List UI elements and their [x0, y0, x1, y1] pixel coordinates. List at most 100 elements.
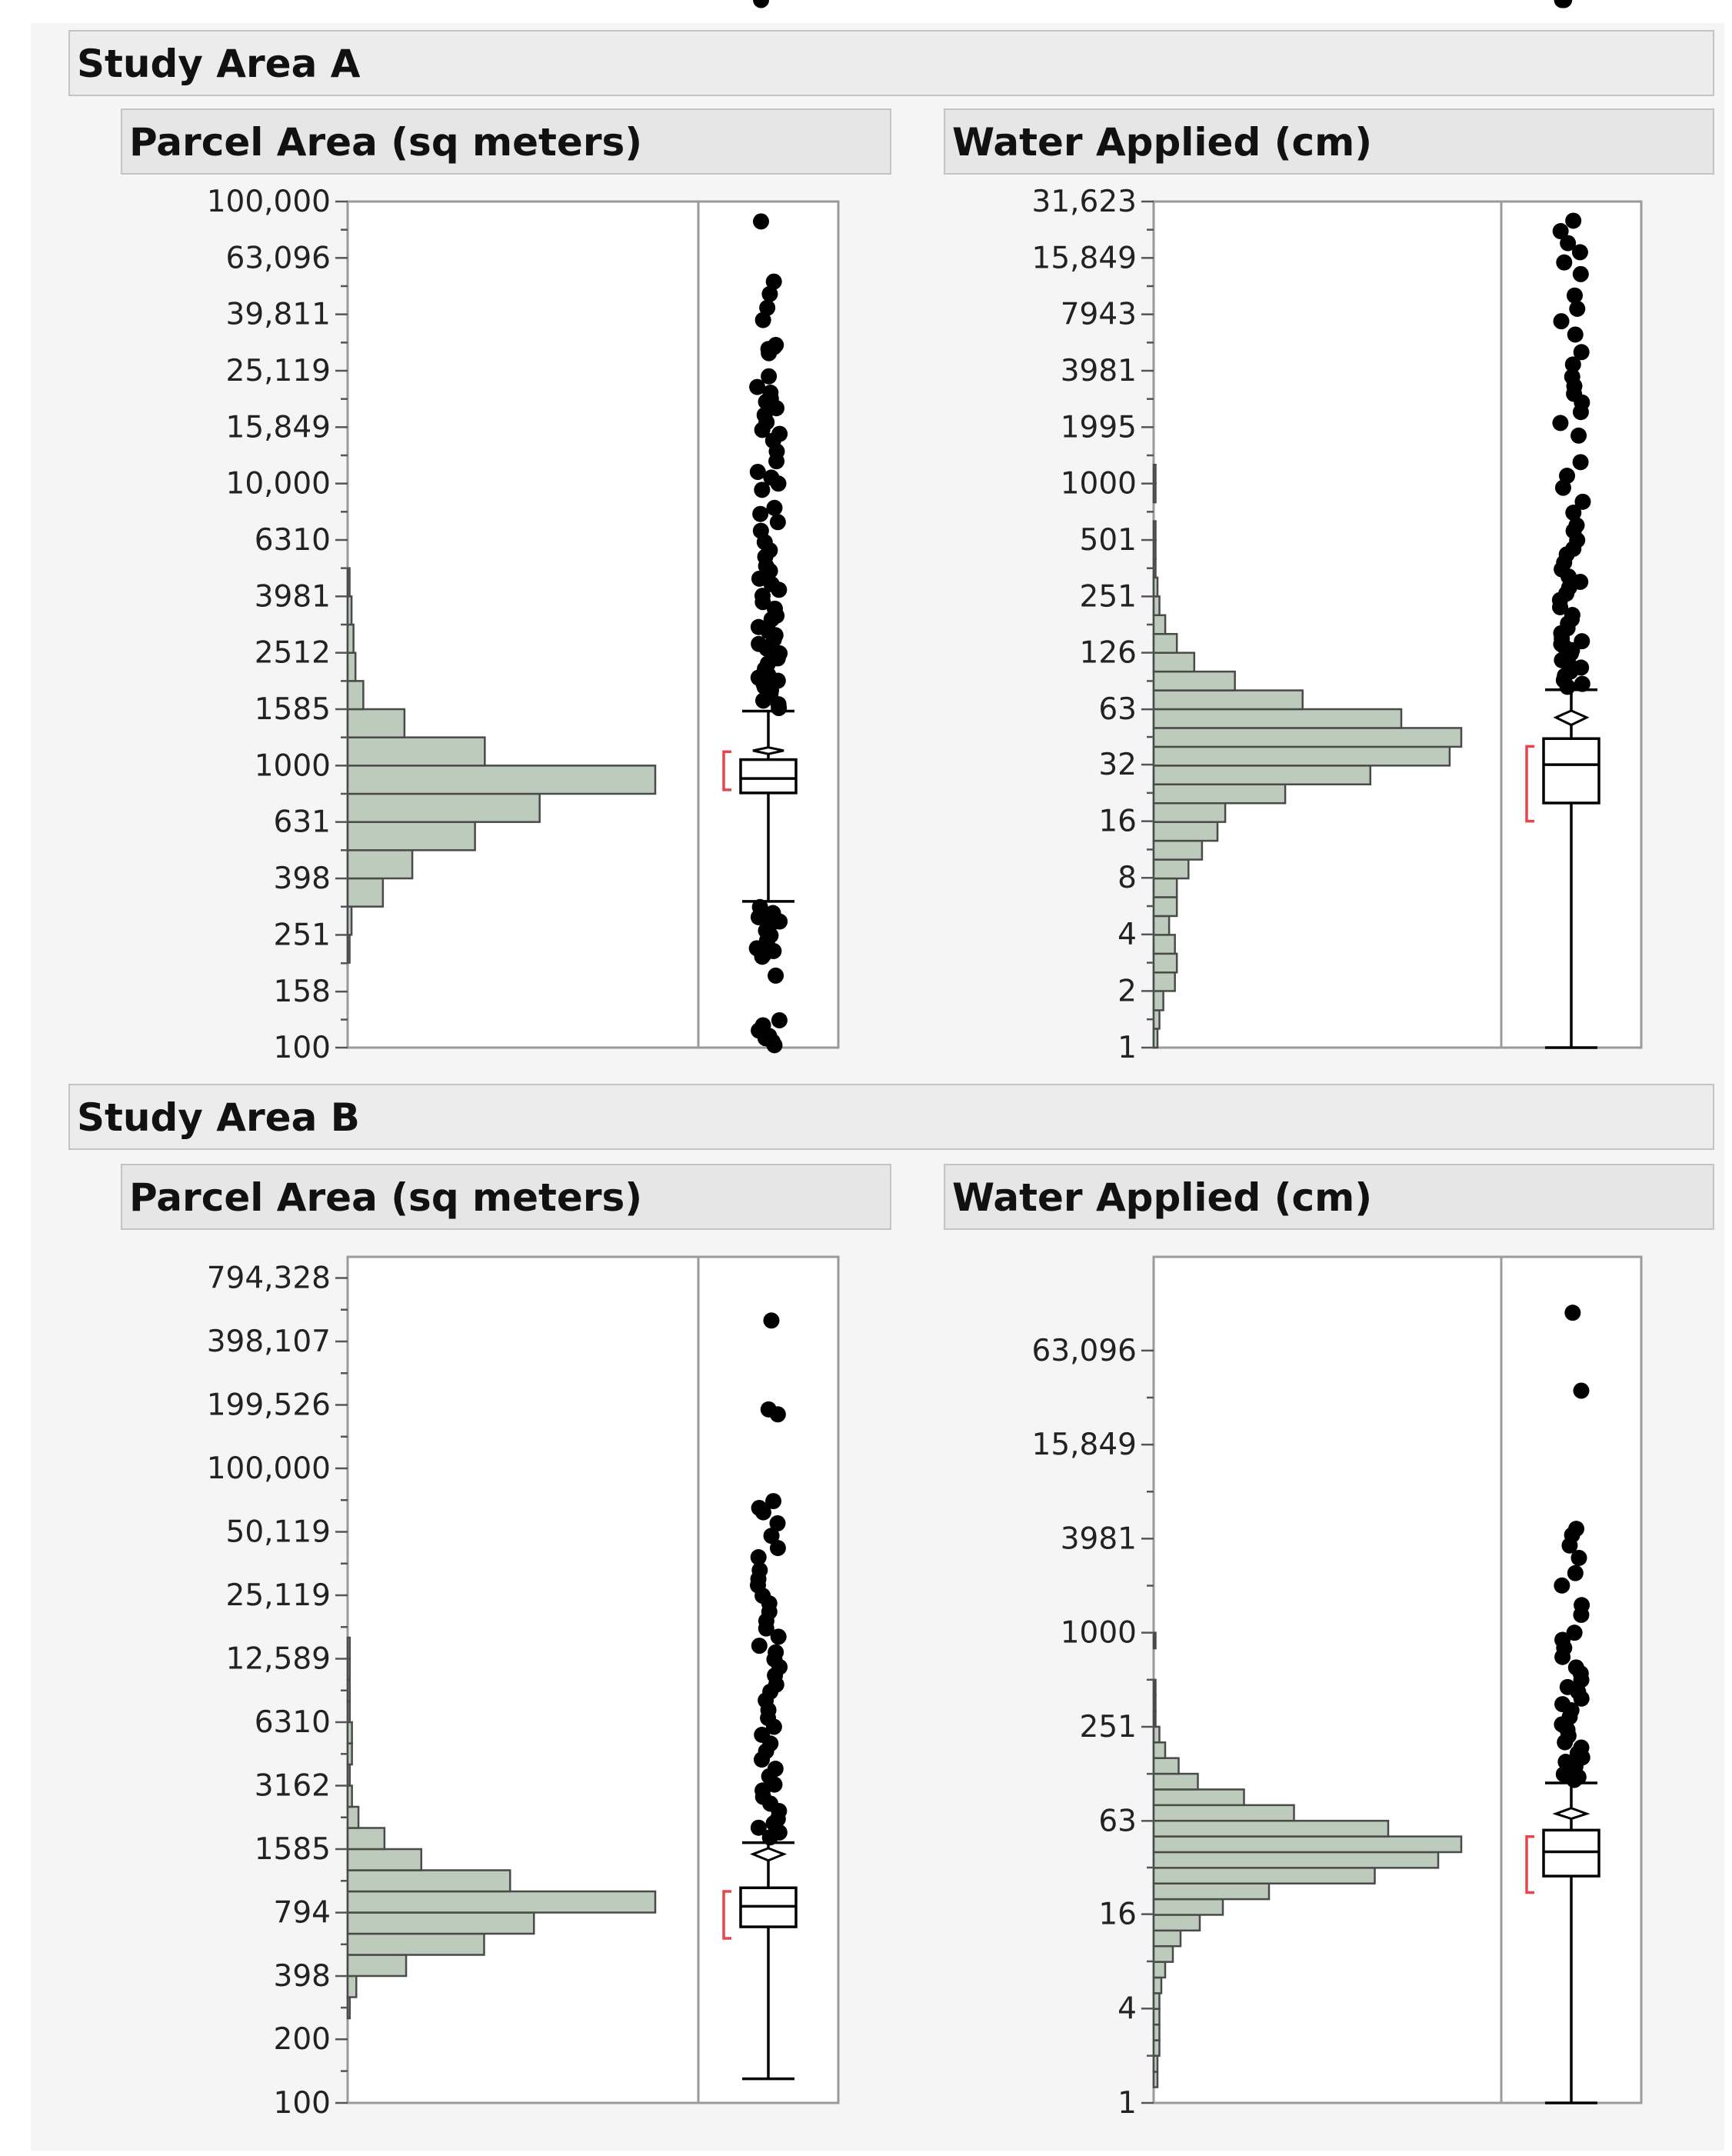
outlier-point[interactable] [754, 594, 771, 611]
outlier-point[interactable] [763, 1528, 780, 1545]
outlier-point[interactable] [768, 967, 784, 984]
outlier-point[interactable] [771, 699, 788, 716]
outlier-point[interactable] [754, 312, 771, 328]
outlier-point[interactable] [754, 948, 771, 965]
outlier-point[interactable] [750, 1819, 767, 1836]
outlier-point[interactable] [771, 1011, 788, 1028]
outlier-point[interactable] [768, 400, 784, 417]
outlier-point[interactable] [1557, 1734, 1574, 1751]
outlier-point[interactable] [769, 1515, 786, 1531]
distribution-chart: Parcel Area (sq meters) 100,000 63,096 39,8… [121, 108, 891, 1065]
outlier-point[interactable] [1552, 598, 1569, 615]
outlier-point[interactable] [765, 1718, 782, 1735]
outlier-point[interactable] [1573, 1690, 1590, 1707]
outlier-point[interactable] [1564, 1305, 1581, 1321]
outlier-point[interactable] [765, 1493, 782, 1510]
tick-label: 794 [274, 1896, 331, 1931]
outlier-point[interactable] [769, 1406, 786, 1423]
outlier-point[interactable] [1569, 300, 1586, 317]
outlier-point[interactable] [1566, 1771, 1583, 1788]
outlier-point[interactable] [754, 482, 771, 498]
outlier-point[interactable] [1556, 254, 1573, 271]
outlier-point[interactable] [765, 273, 782, 290]
variable-header[interactable] [121, 1164, 891, 1230]
outlier-point[interactable] [768, 453, 785, 470]
outlier-point[interactable] [1565, 505, 1582, 522]
outlier-point[interactable] [769, 514, 786, 531]
box-iqr [739, 758, 798, 795]
histogram-bar [1152, 2008, 1161, 2026]
outlier-point[interactable] [758, 640, 775, 657]
outlier-point[interactable] [1572, 454, 1589, 471]
outlier-point[interactable] [770, 1628, 787, 1645]
histogram-bar [1152, 801, 1227, 823]
tick-label: 1000 [1061, 467, 1137, 502]
outlier-point[interactable] [1565, 212, 1582, 229]
outlier-point[interactable] [1572, 404, 1589, 421]
outlier-point[interactable] [752, 505, 769, 522]
study-area-header[interactable] [68, 1084, 1714, 1150]
histogram-bar [346, 934, 351, 964]
outlier-point[interactable] [761, 1829, 778, 1846]
tick-label: 158 [274, 975, 331, 1009]
outlier-point[interactable] [761, 368, 778, 385]
outlier-point[interactable] [1566, 1624, 1583, 1641]
tick-label: 1000 [1061, 1616, 1137, 1651]
outlier-point[interactable] [771, 581, 788, 598]
outlier-point[interactable] [766, 499, 783, 516]
outlier-point[interactable] [1566, 287, 1583, 304]
variable-header[interactable] [944, 108, 1714, 175]
outlier-point[interactable] [1567, 326, 1584, 343]
outlier-point[interactable] [769, 1540, 786, 1557]
outlier-point[interactable] [1552, 223, 1569, 240]
distribution-chart: Parcel Area (sq meters) 794,328 398,107 199… [121, 0, 891, 2121]
outlier-point[interactable] [1574, 675, 1590, 692]
tick-label: 16 [1098, 805, 1137, 839]
outlier-point[interactable] [758, 1620, 774, 1637]
outlier-point[interactable] [750, 1549, 767, 1566]
outlier-point[interactable] [1564, 356, 1581, 373]
histogram-bar [346, 595, 353, 626]
outlier-point[interactable] [766, 1037, 783, 1054]
outlier-point[interactable] [1574, 493, 1591, 510]
outlier-point[interactable] [1573, 344, 1590, 361]
outlier-point[interactable] [754, 1504, 771, 1521]
outlier-point[interactable] [761, 285, 778, 302]
outlier-point[interactable] [1553, 313, 1570, 330]
outlier-point[interactable] [1570, 427, 1587, 444]
outlier-point[interactable] [1570, 1549, 1587, 1566]
histogram-bar [1152, 896, 1178, 918]
histogram-bar [1152, 1694, 1157, 1712]
outlier-point[interactable] [1560, 235, 1577, 252]
outlier-point[interactable] [1554, 479, 1571, 496]
outlier-point[interactable] [1554, 0, 1570, 8]
outlier-point[interactable] [759, 299, 776, 316]
variable-header[interactable] [121, 108, 891, 175]
outlier-point[interactable] [1572, 265, 1589, 282]
outlier-point[interactable] [1573, 1382, 1590, 1399]
outlier-point[interactable] [1552, 415, 1569, 432]
outlier-point[interactable] [761, 345, 778, 362]
outlier-point[interactable] [749, 463, 766, 480]
outlier-point[interactable] [1554, 1648, 1571, 1665]
outlier-point[interactable] [1571, 244, 1588, 261]
outlier-point[interactable] [1554, 1577, 1570, 1594]
outlier-point[interactable] [1567, 1565, 1584, 1581]
outlier-point[interactable] [1561, 1537, 1578, 1554]
outlier-point[interactable] [1559, 678, 1576, 695]
outlier-point[interactable] [754, 422, 771, 438]
outlier-point[interactable] [751, 570, 768, 587]
outlier-point[interactable] [751, 1638, 768, 1654]
outlier-point[interactable] [770, 475, 787, 492]
outlier-point[interactable] [753, 0, 770, 8]
study-area-header[interactable] [68, 30, 1714, 96]
histogram-bar [346, 1763, 351, 1787]
outlier-point[interactable] [763, 1312, 780, 1329]
outlier-point[interactable] [749, 378, 766, 395]
outlier-point[interactable] [752, 213, 769, 230]
outlier-point[interactable] [755, 692, 772, 709]
histogram-bar [346, 1678, 351, 1702]
outlier-point[interactable] [754, 1751, 771, 1768]
outlier-point[interactable] [1573, 1606, 1590, 1623]
variable-header[interactable] [944, 1164, 1714, 1230]
